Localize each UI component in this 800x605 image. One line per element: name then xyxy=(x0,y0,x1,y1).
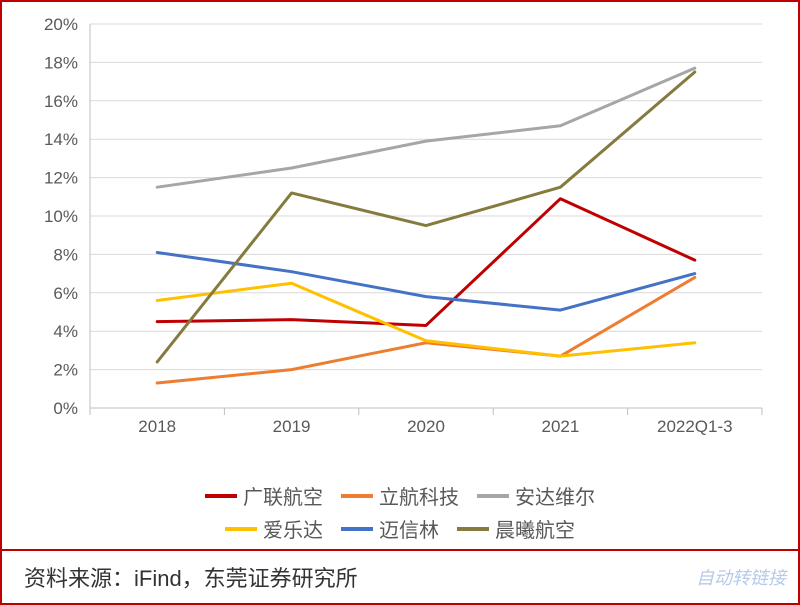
legend-swatch xyxy=(341,494,373,498)
svg-text:2018: 2018 xyxy=(138,417,176,436)
legend-label: 立航科技 xyxy=(379,481,459,510)
legend-swatch xyxy=(457,527,489,531)
chart-card: 0% 2% 4% 6% 8% 10% 12% 14% 16% 18% 20% 2018 2019 2020… xyxy=(0,0,800,605)
legend-swatch xyxy=(341,527,373,531)
svg-text:2020: 2020 xyxy=(407,417,445,436)
svg-text:12%: 12% xyxy=(44,169,78,188)
legend-label: 晨曦航空 xyxy=(495,514,575,543)
legend-swatch xyxy=(205,494,237,498)
svg-text:2019: 2019 xyxy=(273,417,311,436)
legend-label: 爱乐达 xyxy=(263,514,323,543)
legend-item: 安达维尔 xyxy=(477,481,595,510)
svg-text:16%: 16% xyxy=(44,92,78,111)
legend-item: 晨曦航空 xyxy=(457,514,575,543)
legend-item: 迈信林 xyxy=(341,514,439,543)
svg-text:2022Q1-3: 2022Q1-3 xyxy=(657,417,733,436)
legend-swatch xyxy=(225,527,257,531)
watermark-text: 自动转链接 xyxy=(696,564,786,590)
svg-text:8%: 8% xyxy=(53,245,78,264)
legend-row: 爱乐达 迈信林 晨曦航空 xyxy=(225,514,575,543)
legend-label: 广联航空 xyxy=(243,481,323,510)
svg-text:10%: 10% xyxy=(44,207,78,226)
legend-item: 广联航空 xyxy=(205,481,323,510)
svg-text:20%: 20% xyxy=(44,15,78,34)
legend-item: 爱乐达 xyxy=(225,514,323,543)
legend-swatch xyxy=(477,494,509,498)
legend-row: 广联航空 立航科技 安达维尔 xyxy=(205,481,595,510)
svg-text:4%: 4% xyxy=(53,322,78,341)
legend: 广联航空 立航科技 安达维尔爱乐达 迈信林 晨曦航空 xyxy=(2,481,798,543)
svg-text:18%: 18% xyxy=(44,53,78,72)
source-row: 资料来源：iFind，东莞证券研究所 自动转链接 xyxy=(2,549,798,603)
source-text: 资料来源：iFind，东莞证券研究所 xyxy=(24,561,358,593)
svg-text:2%: 2% xyxy=(53,361,78,380)
svg-text:14%: 14% xyxy=(44,130,78,149)
legend-label: 迈信林 xyxy=(379,514,439,543)
line-chart: 0% 2% 4% 6% 8% 10% 12% 14% 16% 18% 20% 2018 2019 2020… xyxy=(2,2,798,442)
svg-text:2021: 2021 xyxy=(541,417,579,436)
svg-text:0%: 0% xyxy=(53,399,78,418)
svg-text:6%: 6% xyxy=(53,284,78,303)
legend-label: 安达维尔 xyxy=(515,481,595,510)
legend-item: 立航科技 xyxy=(341,481,459,510)
